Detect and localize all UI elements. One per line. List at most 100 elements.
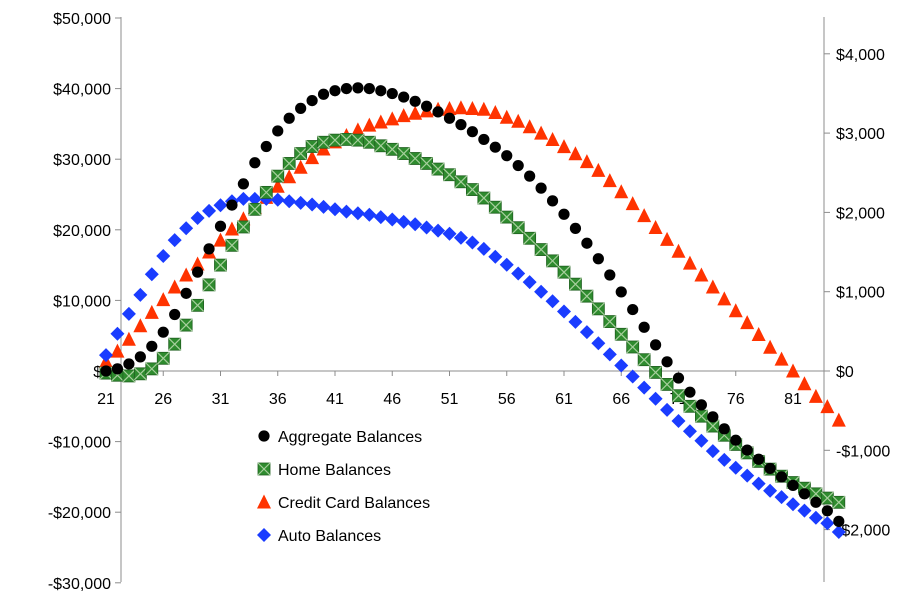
legend-label: Aggregate Balances <box>278 429 422 446</box>
data-point <box>134 351 146 363</box>
x-tick-label: 76 <box>727 391 745 408</box>
data-point <box>569 277 582 291</box>
series-home-balances <box>99 133 846 509</box>
series-auto-balances <box>99 191 846 539</box>
data-point <box>831 524 846 539</box>
data-point <box>476 101 491 116</box>
data-point <box>808 510 823 525</box>
legend: Aggregate Balances Home Balances Credit Ca… <box>257 429 430 545</box>
x-tick-label: 21 <box>97 391 115 408</box>
data-point <box>580 289 594 303</box>
data-point <box>465 183 479 196</box>
data-point <box>683 399 697 413</box>
data-point <box>442 101 457 116</box>
x-tick-label: 66 <box>612 391 630 408</box>
data-point <box>650 339 662 351</box>
data-point <box>545 294 560 309</box>
data-point <box>328 202 342 217</box>
data-point <box>443 168 456 182</box>
data-point <box>775 471 788 483</box>
data-point <box>122 369 136 383</box>
data-point <box>535 182 547 194</box>
data-point <box>728 303 743 318</box>
data-point <box>637 208 652 223</box>
data-point <box>202 203 217 218</box>
data-point <box>226 199 238 211</box>
data-point <box>329 85 341 97</box>
data-point <box>569 222 582 234</box>
left-tick-label: $20,000 <box>53 223 111 240</box>
data-point <box>591 302 605 316</box>
data-point <box>648 391 663 406</box>
data-point <box>568 314 583 329</box>
data-point <box>398 91 410 103</box>
legend-marker <box>257 462 271 476</box>
data-point <box>660 231 675 246</box>
data-point <box>167 233 182 248</box>
data-point <box>190 256 205 271</box>
data-point <box>820 516 835 531</box>
data-point <box>511 113 526 128</box>
legend-marker <box>257 494 271 509</box>
data-point <box>270 178 285 193</box>
data-point <box>192 266 204 278</box>
data-point <box>454 175 468 189</box>
data-point <box>694 433 709 448</box>
data-point <box>282 157 296 170</box>
data-point <box>306 95 318 107</box>
x-tick-label: 41 <box>326 391 344 408</box>
data-point <box>133 318 148 333</box>
data-point <box>214 220 227 232</box>
data-point <box>808 388 823 403</box>
data-point <box>316 199 331 214</box>
data-point <box>511 266 526 281</box>
data-point <box>500 210 514 224</box>
right-tick-label: -$1,000 <box>836 443 890 460</box>
data-point <box>707 411 719 423</box>
data-point <box>546 195 559 207</box>
data-point <box>581 237 593 249</box>
data-point <box>351 133 365 147</box>
data-point <box>259 185 273 199</box>
data-point <box>615 286 627 298</box>
data-point <box>684 386 696 398</box>
data-point <box>431 223 446 238</box>
data-point <box>682 255 697 270</box>
legend-label: Home Balances <box>278 462 391 479</box>
data-point <box>579 325 594 340</box>
data-point <box>694 409 708 423</box>
data-point <box>763 339 778 354</box>
data-point <box>672 372 685 384</box>
data-point <box>373 210 388 225</box>
data-point <box>682 424 697 439</box>
left-tick-label: $10,000 <box>53 293 111 310</box>
data-point <box>637 380 652 395</box>
data-point <box>328 133 342 147</box>
data-point <box>111 363 124 375</box>
data-point <box>488 104 503 119</box>
data-point <box>476 241 491 256</box>
data-point <box>202 278 216 292</box>
data-point <box>167 279 182 294</box>
right-tick-label: $3,000 <box>836 126 885 143</box>
data-point <box>798 488 811 500</box>
right-tick-label: -$2,000 <box>836 523 890 540</box>
data-point <box>524 170 536 182</box>
x-tick-label: 46 <box>383 391 401 408</box>
data-point <box>488 249 503 264</box>
data-point <box>214 258 227 272</box>
data-point <box>522 275 537 290</box>
data-point <box>774 351 789 366</box>
left-tick-label: -$30,000 <box>48 576 111 593</box>
data-point <box>717 452 732 467</box>
data-point <box>465 101 480 116</box>
data-point <box>305 197 320 212</box>
legend-marker <box>258 430 270 442</box>
data-point <box>478 133 490 146</box>
data-point <box>409 95 421 107</box>
data-point <box>557 265 571 279</box>
data-point <box>627 303 639 316</box>
data-point <box>787 479 799 491</box>
